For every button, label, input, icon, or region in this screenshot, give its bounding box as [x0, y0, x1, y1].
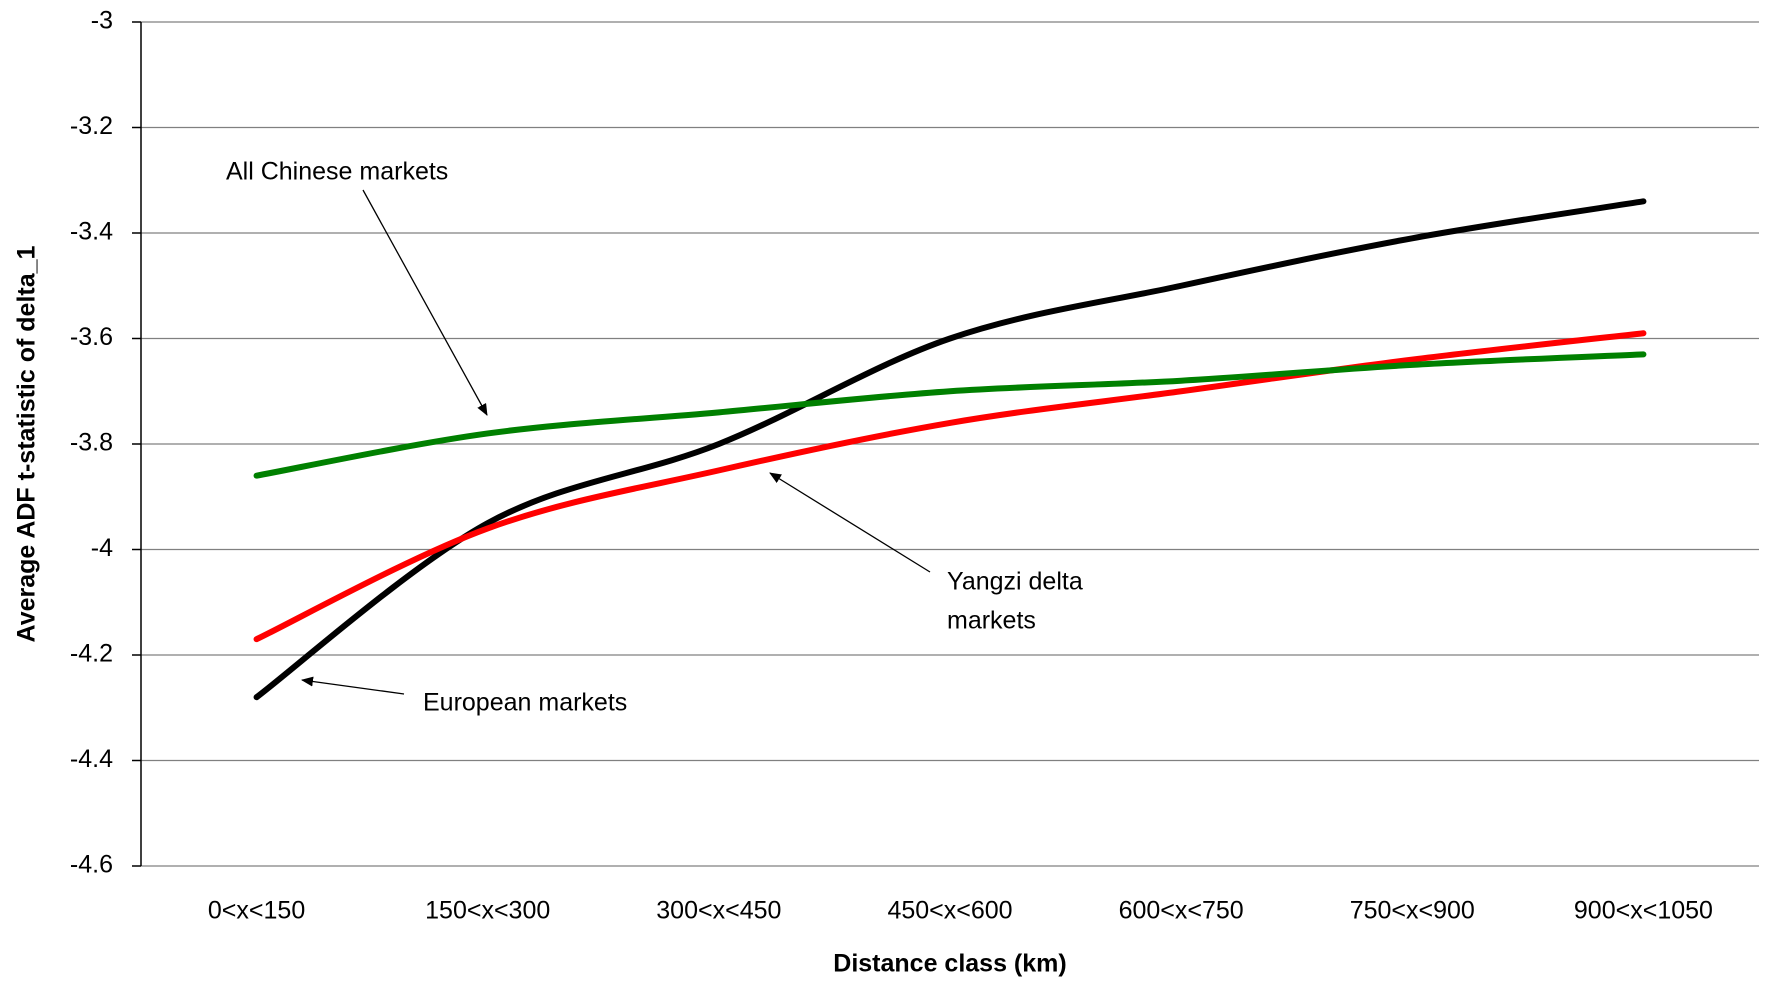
annotation: All Chinese markets — [226, 158, 448, 186]
y-tick-label: -3.4 — [70, 218, 113, 246]
y-tick-label: -3.6 — [70, 323, 113, 351]
y-tick-label: -4.2 — [70, 640, 113, 668]
x-tick-label: 450<x<600 — [887, 897, 1012, 925]
series-line — [253, 330, 1647, 643]
annotation: markets — [947, 607, 1036, 635]
y-tick-label: -4 — [91, 534, 113, 562]
series-line — [253, 198, 1647, 701]
y-tick-label: -4.6 — [70, 851, 113, 879]
annotation: Yangzi delta — [947, 568, 1083, 596]
annotation-arrow — [769, 472, 931, 573]
x-tick-label: 0<x<150 — [208, 897, 305, 925]
series-line — [253, 351, 1647, 479]
x-axis-title: Distance class (km) — [833, 950, 1066, 978]
x-tick-label: 300<x<450 — [656, 897, 781, 925]
y-tick-label: -3 — [91, 7, 113, 35]
y-axis-title: Average ADF t-statistic of delta_1 — [13, 245, 41, 642]
series — [253, 198, 1647, 701]
x-tick-label: 900<x<1050 — [1574, 897, 1713, 925]
x-tick-label: 150<x<300 — [425, 897, 550, 925]
annotation-arrow — [301, 676, 405, 695]
x-tick-label: 750<x<900 — [1350, 897, 1475, 925]
annotation: European markets — [423, 689, 627, 717]
y-tick-label: -3.2 — [70, 112, 113, 140]
y-tick-label: -3.8 — [70, 429, 113, 457]
x-tick-label: 600<x<750 — [1119, 897, 1244, 925]
y-tick-label: -4.4 — [70, 745, 113, 773]
annotation-arrow — [362, 189, 488, 416]
grid: -4.6 -4.4 -4.2 -4 -3.8 -3.6 -3.4 -3.2 -3 0<x<150 1… — [70, 7, 1759, 925]
